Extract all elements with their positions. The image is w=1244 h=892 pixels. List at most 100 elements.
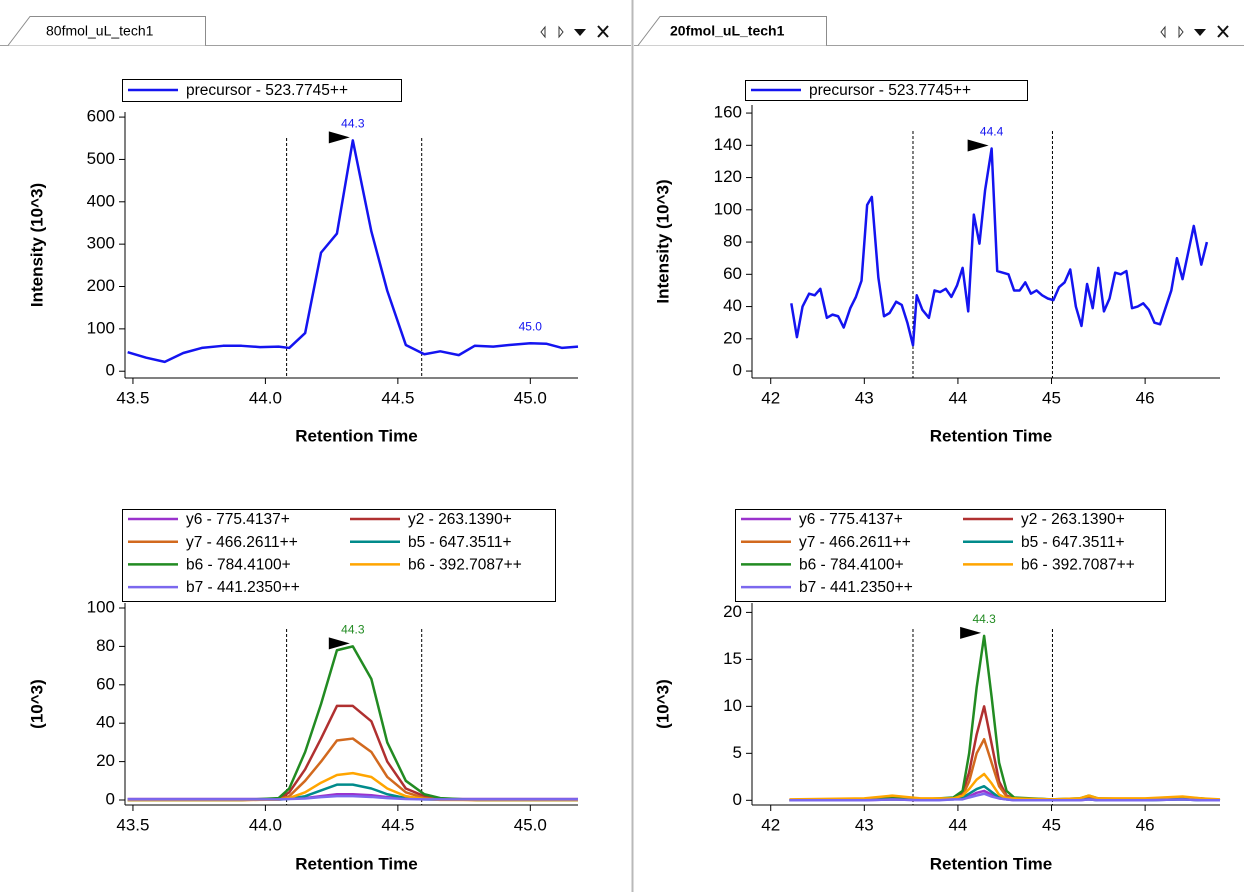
y-tick-label: 0	[733, 790, 742, 809]
y-tick-label: 80	[723, 232, 742, 251]
y-tick-label: 10	[723, 696, 742, 715]
y-tick-label: 5	[733, 743, 742, 762]
y-tick-label: 140	[714, 135, 742, 154]
y-tick-label: 40	[723, 296, 742, 315]
y-tick-label: 80	[96, 636, 115, 655]
x-tick-label: 44.5	[381, 388, 414, 407]
scroll-left-icon[interactable]	[1160, 25, 1166, 39]
tab-label: 80fmol_uL_tech1	[46, 23, 154, 39]
peak-marker	[328, 131, 350, 144]
chart: 0 20 40 60 80 100 120 140 160 42 43 44 45 46 Intensity…	[653, 80, 1220, 445]
chart: 0 5 10 15 20 42 43 44 45 46 (10^3) Retention Time 44…	[653, 509, 1221, 873]
x-tick-label: 46	[1136, 815, 1155, 834]
x-tick-label: 45	[1042, 388, 1061, 407]
legend-label: b5 - 647.3511+	[1021, 534, 1125, 551]
x-tick-label: 43	[855, 388, 874, 407]
x-axis-label: Retention Time	[295, 426, 417, 445]
legend-box	[122, 509, 556, 602]
x-tick-label: 45.0	[514, 388, 547, 407]
legend-box	[735, 509, 1166, 602]
y-tick-label: 0	[733, 361, 742, 380]
x-tick-label: 43.5	[116, 388, 149, 407]
x-tick-label: 43	[855, 815, 874, 834]
y-tick-label: 400	[87, 191, 115, 210]
legend-label: y2 - 263.1390+	[408, 511, 512, 528]
scroll-right-icon[interactable]	[558, 25, 564, 39]
y-axis-label: (10^3)	[653, 679, 672, 729]
legend-label: b7 - 441.2350++	[799, 579, 913, 596]
legend-label: b7 - 441.2350++	[186, 579, 300, 596]
chart: 0 100 200 300 400 500 600 43.5 44.0 44.5 45.0 Inten…	[27, 79, 579, 445]
legend-label: y2 - 263.1390+	[1021, 511, 1125, 528]
close-icon[interactable]	[1217, 25, 1229, 38]
peak-marker	[960, 626, 982, 639]
scroll-right-icon[interactable]	[1178, 25, 1184, 39]
x-tick-label: 44	[948, 815, 967, 834]
y-tick-label: 200	[87, 276, 115, 295]
y-tick-label: 20	[723, 328, 742, 347]
x-tick-label: 46	[1136, 388, 1155, 407]
legend-box	[745, 80, 1028, 101]
x-tick-label: 44.0	[249, 388, 282, 407]
legend-label: b6 - 392.7087++	[408, 556, 522, 573]
legend-label: b5 - 647.3511+	[408, 534, 512, 551]
y-axis-label: Intensity (10^3)	[653, 179, 672, 303]
tab[interactable]: 20fmol_uL_tech1	[637, 16, 827, 46]
series-line	[789, 772, 1221, 801]
series-line	[127, 794, 578, 801]
peak-label: 45.0	[519, 319, 543, 333]
legend-label: y7 - 466.2611++	[186, 534, 298, 551]
scroll-left-icon[interactable]	[540, 25, 546, 39]
dropdown-icon[interactable]	[574, 29, 586, 36]
legend-label: b6 - 784.4100+	[186, 556, 291, 573]
y-tick-label: 40	[96, 713, 115, 732]
close-icon[interactable]	[597, 25, 609, 38]
x-axis-label: Retention Time	[930, 426, 1052, 445]
chart: 0 20 40 60 80 100 43.5 44.0 44.5 45.0 (10^3) Retent…	[27, 509, 578, 873]
series-line	[790, 147, 1209, 347]
x-tick-label: 42	[761, 388, 780, 407]
series-line	[789, 792, 1220, 802]
y-axis-label: (10^3)	[27, 679, 46, 729]
x-tick-label: 45.0	[514, 815, 547, 834]
y-tick-label: 0	[106, 789, 115, 808]
x-axis-label: Retention Time	[930, 854, 1052, 873]
x-tick-label: 43.5	[116, 815, 149, 834]
series-line	[127, 139, 579, 364]
peak-marker	[967, 139, 989, 152]
y-tick-label: 160	[714, 103, 742, 122]
y-tick-label: 20	[723, 602, 742, 621]
legend-label: y6 - 775.4137+	[799, 511, 903, 528]
legend-label: b6 - 392.7087++	[1021, 556, 1135, 573]
peak-marker	[328, 637, 350, 650]
y-tick-label: 100	[87, 597, 115, 616]
y-axis-label: Intensity (10^3)	[27, 183, 46, 307]
y-tick-label: 120	[714, 167, 742, 186]
y-tick-label: 300	[87, 234, 115, 253]
y-tick-label: 60	[96, 674, 115, 693]
y-tick-label: 60	[723, 264, 742, 283]
peak-label: 44.3	[341, 623, 365, 637]
legend-label: y7 - 466.2611++	[799, 534, 911, 551]
x-tick-label: 42	[761, 815, 780, 834]
x-tick-label: 44	[948, 388, 967, 407]
peak-label: 44.3	[972, 612, 996, 626]
legend-label: precursor - 523.7745++	[186, 82, 348, 99]
legend-label: precursor - 523.7745++	[809, 82, 971, 99]
y-tick-label: 0	[106, 361, 115, 380]
dropdown-icon[interactable]	[1194, 29, 1206, 36]
legend-label: b6 - 784.4100+	[799, 556, 904, 573]
tab-shape	[7, 16, 206, 46]
y-tick-label: 100	[87, 318, 115, 337]
peak-label: 44.4	[980, 125, 1004, 139]
x-tick-label: 45	[1042, 815, 1061, 834]
y-tick-label: 500	[87, 149, 115, 168]
y-tick-label: 15	[723, 649, 742, 668]
tab-label: 20fmol_uL_tech1	[670, 23, 785, 39]
x-tick-label: 44.5	[381, 815, 414, 834]
x-tick-label: 44.0	[249, 815, 282, 834]
tab[interactable]: 80fmol_uL_tech1	[7, 16, 206, 46]
y-tick-label: 600	[87, 107, 115, 126]
